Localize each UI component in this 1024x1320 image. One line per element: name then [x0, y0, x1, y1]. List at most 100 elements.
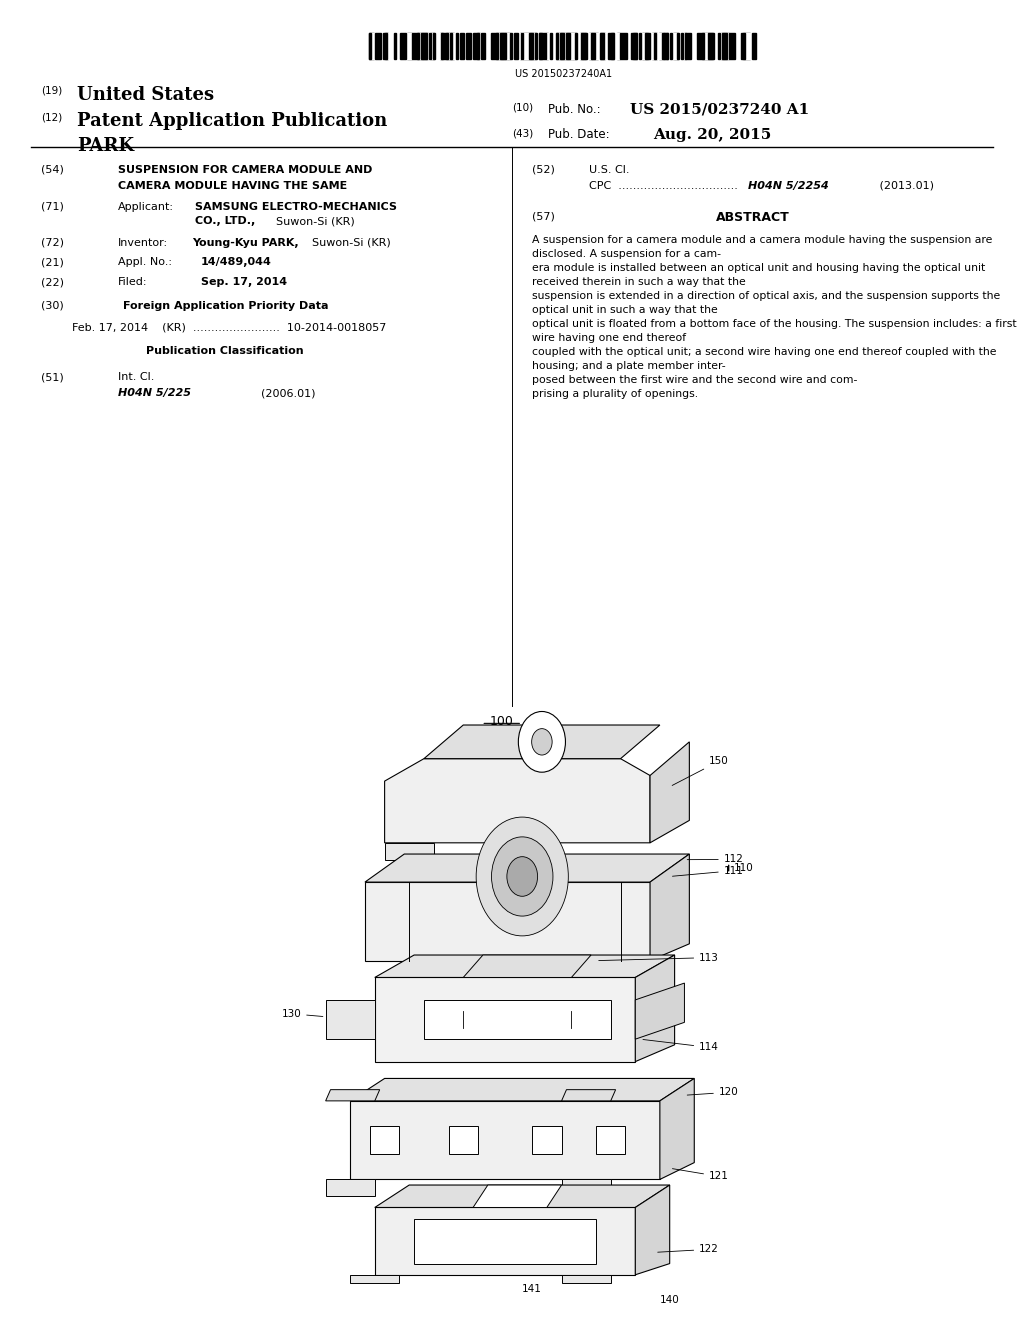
Text: 121: 121: [673, 1168, 729, 1181]
Bar: [724, 33, 729, 59]
Bar: [561, 33, 562, 59]
Polygon shape: [650, 854, 689, 961]
Text: (2006.01): (2006.01): [261, 388, 315, 399]
Bar: [611, 33, 614, 59]
Bar: [646, 33, 647, 59]
Bar: [708, 33, 714, 59]
Bar: [393, 33, 395, 59]
Bar: [677, 33, 679, 59]
Text: H04N 5/2254: H04N 5/2254: [748, 181, 828, 191]
Bar: [550, 33, 552, 59]
Bar: [653, 33, 655, 59]
Bar: [664, 33, 665, 59]
Bar: [595, 33, 598, 59]
Bar: [446, 33, 450, 59]
Circle shape: [507, 857, 538, 896]
Text: (43): (43): [512, 128, 534, 139]
Bar: [621, 33, 627, 59]
Polygon shape: [326, 1001, 375, 1039]
Text: Patent Application Publication: Patent Application Publication: [77, 112, 387, 131]
Bar: [528, 33, 531, 59]
Text: Inventor:: Inventor:: [118, 238, 168, 248]
Bar: [722, 33, 727, 59]
Bar: [697, 33, 703, 59]
Polygon shape: [365, 882, 650, 961]
Polygon shape: [561, 1090, 615, 1101]
Bar: [658, 33, 662, 59]
Bar: [419, 33, 424, 59]
Polygon shape: [370, 1126, 399, 1154]
Polygon shape: [375, 954, 675, 977]
Text: Pub. No.:: Pub. No.:: [548, 103, 600, 116]
Bar: [429, 33, 431, 59]
Text: (54): (54): [41, 165, 63, 176]
Bar: [591, 33, 595, 59]
Text: SAMSUNG ELECTRO-MECHANICS: SAMSUNG ELECTRO-MECHANICS: [195, 202, 396, 213]
Polygon shape: [532, 1126, 561, 1154]
Polygon shape: [365, 854, 689, 882]
Bar: [523, 33, 528, 59]
Text: Foreign Application Priority Data: Foreign Application Priority Data: [123, 301, 328, 312]
Bar: [531, 33, 532, 59]
Bar: [520, 33, 522, 59]
Text: A suspension for a camera module and a camera module having the suspension are d: A suspension for a camera module and a c…: [532, 235, 1017, 399]
Text: US 2015/0237240 A1: US 2015/0237240 A1: [630, 103, 809, 117]
Bar: [450, 33, 452, 59]
Bar: [467, 33, 471, 59]
Bar: [639, 33, 641, 59]
Polygon shape: [659, 1078, 694, 1180]
Text: Sep. 17, 2014: Sep. 17, 2014: [201, 277, 287, 288]
Bar: [497, 33, 502, 59]
Text: (22): (22): [41, 277, 63, 288]
Polygon shape: [414, 1218, 596, 1263]
Polygon shape: [635, 983, 684, 1039]
Bar: [592, 33, 595, 59]
Polygon shape: [561, 1180, 610, 1196]
Text: United States: United States: [77, 86, 214, 104]
Polygon shape: [463, 954, 591, 977]
Circle shape: [476, 817, 568, 936]
Circle shape: [518, 711, 565, 772]
Bar: [645, 33, 649, 59]
Bar: [375, 33, 381, 59]
Polygon shape: [596, 1126, 626, 1154]
Polygon shape: [326, 1090, 380, 1101]
Bar: [441, 33, 443, 59]
Bar: [369, 33, 374, 59]
Bar: [556, 33, 561, 59]
Text: Aug. 20, 2015: Aug. 20, 2015: [653, 128, 771, 143]
Bar: [642, 33, 643, 59]
Text: Appl. No.:: Appl. No.:: [118, 257, 172, 268]
Polygon shape: [375, 1208, 635, 1275]
Bar: [502, 33, 503, 59]
Bar: [741, 33, 745, 59]
Text: 120: 120: [687, 1088, 738, 1097]
Bar: [671, 33, 673, 59]
Circle shape: [531, 729, 552, 755]
Bar: [702, 33, 708, 59]
Bar: [574, 33, 577, 59]
Bar: [520, 33, 521, 59]
Bar: [584, 33, 587, 59]
Text: ABSTRACT: ABSTRACT: [716, 211, 790, 224]
Bar: [417, 33, 419, 59]
Bar: [684, 33, 686, 59]
Text: Filed:: Filed:: [118, 277, 147, 288]
Text: 130: 130: [282, 1008, 323, 1019]
Bar: [451, 33, 453, 59]
Bar: [477, 33, 480, 59]
Bar: [600, 33, 605, 59]
Bar: [608, 33, 614, 59]
Text: H04N 5/225: H04N 5/225: [118, 388, 190, 399]
Bar: [540, 33, 546, 59]
Text: 14/489,044: 14/489,044: [201, 257, 271, 268]
Bar: [663, 33, 669, 59]
Text: Publication Classification: Publication Classification: [146, 346, 304, 356]
Text: (10): (10): [512, 103, 534, 114]
Bar: [426, 33, 428, 59]
Bar: [708, 33, 713, 59]
Bar: [566, 33, 570, 59]
Text: (21): (21): [41, 257, 63, 268]
Polygon shape: [635, 954, 675, 1061]
Bar: [450, 33, 451, 59]
